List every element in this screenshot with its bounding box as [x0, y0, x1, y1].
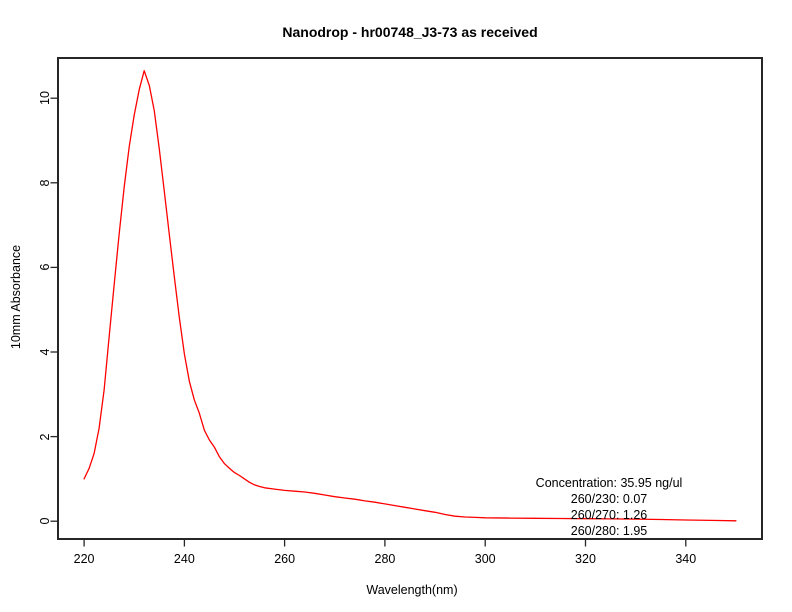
x-axis-label: Wavelength(nm) — [366, 583, 458, 597]
x-tick-label: 320 — [575, 552, 596, 566]
axis-tick-marks — [50, 97, 687, 547]
plot-box-border — [57, 57, 763, 540]
annotation-concentration: Concentration: 35.95 ng/ul — [535, 476, 683, 490]
annotation-ratio-260-230: 260/230: 0.07 — [570, 492, 648, 506]
y-tick-label: 2 — [38, 433, 52, 441]
x-tick-label: 340 — [675, 552, 697, 566]
y-tick-label: 6 — [38, 263, 52, 271]
x-tick-label: 260 — [274, 552, 296, 566]
chart-title: Nanodrop - hr00748_J3-73 as received — [282, 24, 538, 40]
x-tick-label: 240 — [173, 552, 195, 566]
x-tick-label: 300 — [474, 552, 496, 566]
absorbance-curve — [83, 70, 737, 522]
y-tick-label: 0 — [38, 517, 52, 525]
y-tick-label: 10 — [38, 91, 52, 106]
x-tick-label: 220 — [73, 552, 95, 566]
annotation-ratio-260-280: 260/280: 1.95 — [570, 524, 648, 538]
y-axis-label: 10mm Absorbance — [9, 244, 23, 350]
y-tick-label: 8 — [38, 179, 52, 187]
measurement-annotation: Concentration: 35.95 ng/ul 260/230: 0.07… — [536, 475, 683, 539]
annotation-ratio-260-270: 260/270: 1.26 — [570, 508, 648, 522]
y-tick-label: 4 — [38, 348, 52, 356]
x-tick-label: 280 — [374, 552, 396, 566]
